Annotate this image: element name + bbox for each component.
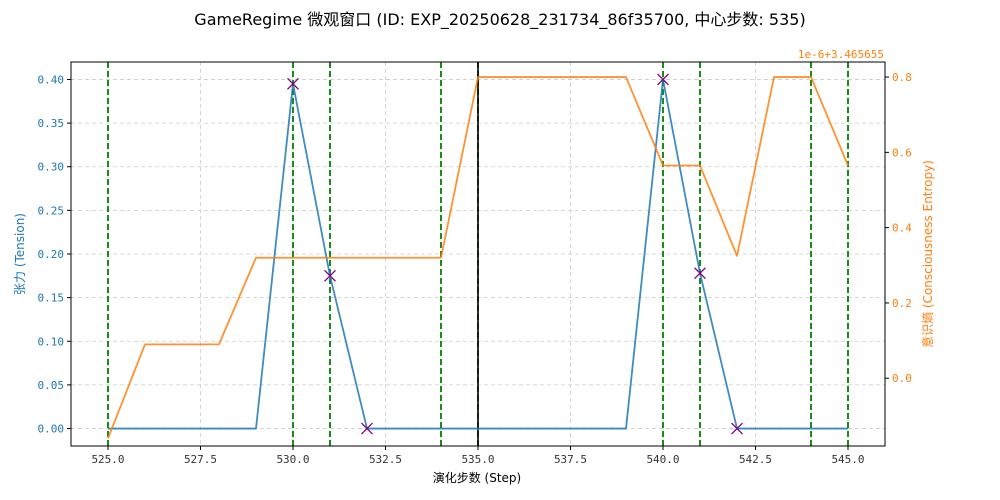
x-marker [287,77,299,90]
x-tick-label: 545.0 [831,453,864,466]
left-tick-label: 0.05 [38,379,65,392]
left-tick-label: 0.20 [38,248,65,261]
x-marker-stroke [657,73,669,86]
entropy-series-line [107,76,849,439]
x-tick-label: 540.0 [646,453,679,466]
left-y-axis-label: 张力 (Tension) [13,213,27,295]
x-tick-label: 535.0 [461,453,494,466]
left-tick-label: 0.25 [38,204,65,217]
right-axis-offset-text: 1e-6+3.465655 [798,48,884,61]
right-tick-label: 0.2 [892,297,912,310]
vertical-lines-layer [107,62,849,446]
x-axis-label: 演化步数 (Step) [433,470,522,485]
right-tick-label: 0.8 [892,71,912,84]
x-marker-stroke [287,77,299,90]
series-layer [107,76,849,439]
chart-title: GameRegime 微观窗口 (ID: EXP_20250628_231734… [194,10,805,30]
x-marker [324,269,336,282]
x-tick-label: 532.5 [369,453,402,466]
x-tick-label: 537.5 [554,453,587,466]
x-marker [731,422,743,435]
x-tick-label: 542.5 [739,453,772,466]
right-y-axis-label: 意识熵 (Consciousness Entropy) [920,160,935,348]
x-marker [694,267,706,280]
left-tick-label: 0.35 [38,117,65,130]
x-marker-stroke [324,269,336,282]
tension-series-line [108,78,848,430]
x-tick-label: 527.5 [184,453,217,466]
ticks-layer: 525.0 527.5 530.0 532.5 535.0 537.5 540.0 542.5… [38,71,913,466]
x-tick-label: 525.0 [91,453,124,466]
right-tick-label: 0.4 [892,222,912,235]
x-tick-label: 530.0 [276,453,309,466]
x-marker-stroke [731,422,743,435]
x-marker [361,422,373,435]
left-tick-label: 0.40 [38,73,65,86]
right-tick-label: 0.6 [892,146,912,159]
left-tick-label: 0.30 [38,161,65,174]
left-tick-label: 0.10 [38,335,65,348]
x-marker-stroke [694,267,706,280]
left-tick-label: 0.00 [38,423,65,436]
left-tick-label: 0.15 [38,292,65,305]
right-tick-label: 0.0 [892,372,912,385]
x-marker [657,73,669,86]
markers-layer [287,73,743,435]
x-marker-stroke [361,422,373,435]
